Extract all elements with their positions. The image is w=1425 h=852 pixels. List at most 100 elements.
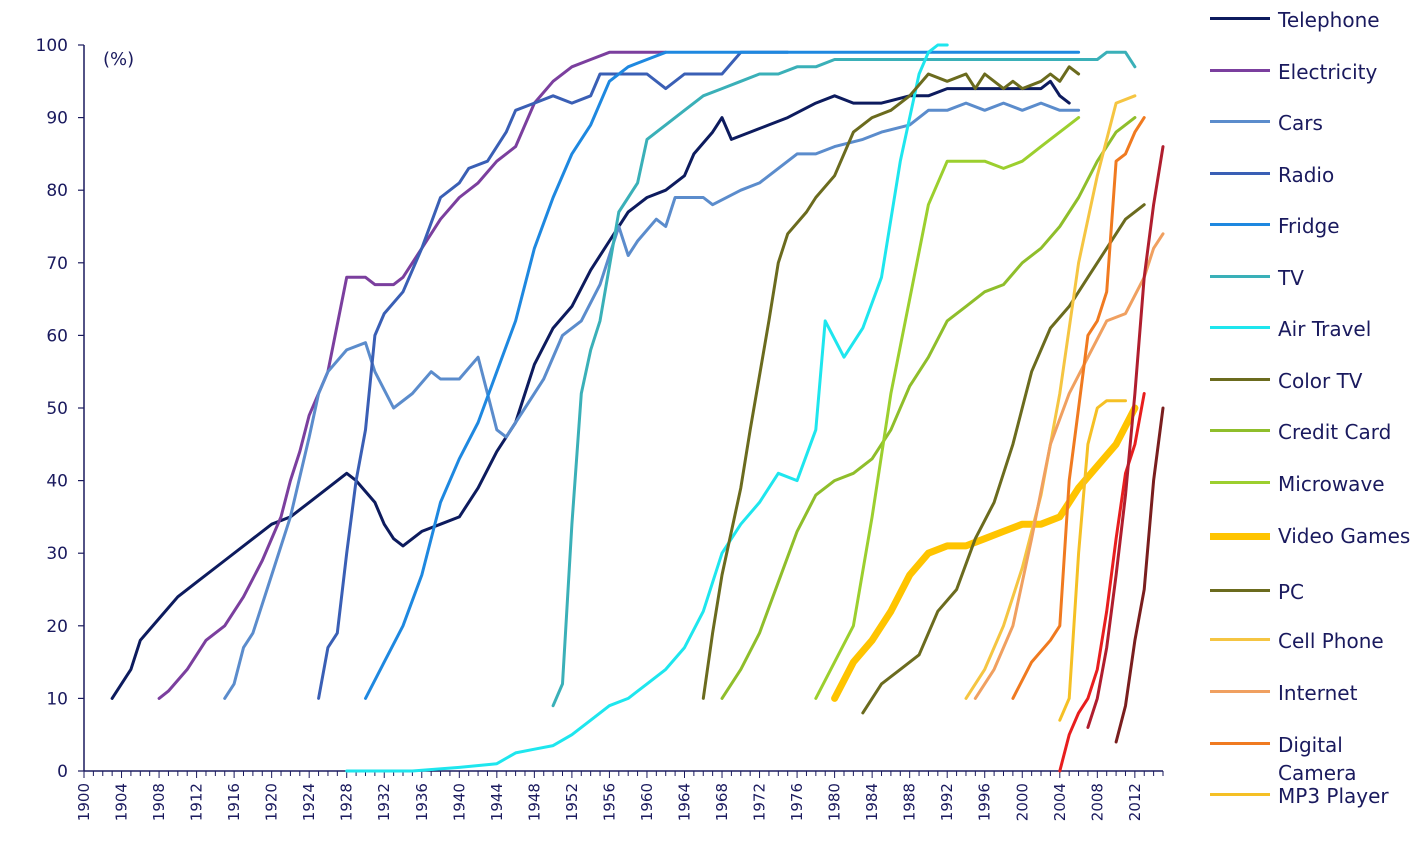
legend-item: Cars	[1210, 109, 1425, 137]
series-line-digital-camera	[1011, 116, 1146, 700]
y-unit-label: (%)	[103, 49, 134, 70]
series-line-pc	[861, 203, 1146, 715]
series-line-extra-3	[1114, 406, 1165, 744]
x-tick-label: 1908	[150, 783, 168, 821]
legend-item: TV	[1210, 264, 1425, 292]
legend-swatch	[1210, 793, 1270, 796]
legend-item: Telephone	[1210, 6, 1425, 34]
x-tick-label: 1924	[300, 783, 318, 821]
legend-swatch	[1210, 742, 1270, 745]
series-line-tv	[551, 50, 1137, 708]
x-tick-label: 1948	[525, 783, 543, 821]
y-tick-label: 40	[46, 472, 68, 492]
legend-swatch	[1210, 429, 1270, 432]
chart-axes	[83, 45, 1163, 772]
series-line-air-travel	[345, 43, 949, 773]
x-tick-label: 1900	[75, 783, 93, 821]
y-tick-label: 50	[46, 399, 68, 419]
x-tick-label: 1944	[488, 783, 506, 821]
legend-item: Cell Phone	[1210, 627, 1425, 655]
legend-label: Color TV	[1278, 369, 1363, 393]
x-tick-label: 1964	[675, 783, 693, 821]
legend-label: Electricity	[1278, 60, 1378, 84]
y-tick-label: 80	[46, 181, 68, 201]
series-line-radio	[317, 50, 790, 700]
y-tick-label: 90	[46, 109, 68, 129]
series-line-cell-phone	[964, 94, 1137, 700]
x-tick-label: 1956	[600, 783, 618, 821]
legend-label: PC	[1278, 580, 1305, 604]
legend-label: Credit Card	[1278, 420, 1392, 444]
legend-label: Telephone	[1278, 8, 1380, 32]
y-tick-label: 60	[46, 326, 68, 346]
x-tick-label: 1960	[638, 783, 656, 821]
legend-item: Radio	[1210, 161, 1425, 189]
legend-label: Video Games	[1278, 524, 1411, 548]
series-layer	[110, 43, 1165, 773]
legend-swatch	[1210, 690, 1270, 693]
legend-swatch	[1210, 378, 1270, 381]
legend-swatch	[1210, 481, 1270, 484]
series-line-credit-card	[720, 116, 1137, 700]
x-tick-label: 1932	[375, 783, 393, 821]
x-tick-label: 1904	[113, 783, 131, 821]
y-tick-label: 70	[46, 254, 68, 274]
legend-item: Internet	[1210, 679, 1425, 707]
legend-item: Digital Camera	[1210, 731, 1425, 787]
series-line-telephone	[110, 79, 1071, 700]
legend-item: Electricity	[1210, 58, 1425, 86]
x-tick-label: 1972	[751, 783, 769, 821]
legend-label: TV	[1278, 266, 1304, 290]
x-tick-label: 1996	[976, 783, 994, 821]
legend-swatch	[1210, 120, 1270, 123]
y-tick-label: 0	[57, 762, 68, 782]
series-line-mp3-player	[1058, 399, 1127, 722]
x-tick-label: 2000	[1013, 783, 1031, 821]
x-axis-ticks: 1900 1904 1908 1912 1916 1920 1924 1928 1932 1936…	[75, 771, 1164, 821]
legend-label: Radio	[1278, 163, 1335, 187]
x-tick-label: 1916	[225, 783, 243, 821]
legend-item: Air Travel	[1210, 315, 1425, 343]
legend-label: Air Travel	[1278, 317, 1372, 341]
x-tick-label: 1940	[450, 783, 468, 821]
legend-label: Cars	[1278, 111, 1323, 135]
series-line-video-games	[831, 404, 1139, 702]
y-tick-label: 30	[46, 544, 68, 564]
legend-item: Credit Card	[1210, 418, 1425, 446]
legend-swatch	[1210, 172, 1270, 175]
legend-item: Video Games	[1210, 522, 1425, 550]
legend-item: MP3 Player	[1210, 782, 1425, 810]
series-line-color-tv	[701, 65, 1081, 700]
legend-swatch	[1210, 17, 1270, 20]
x-tick-label: 1988	[901, 783, 919, 821]
legend-swatch	[1210, 533, 1270, 540]
legend-swatch	[1210, 589, 1270, 592]
x-tick-label: 2012	[1126, 783, 1144, 821]
legend-item: Color TV	[1210, 367, 1425, 395]
legend-item: PC	[1210, 578, 1425, 606]
x-tick-label: 2008	[1088, 783, 1106, 821]
x-tick-label: 2004	[1051, 783, 1069, 821]
x-tick-label: 1912	[188, 783, 206, 821]
legend-label: Digital Camera	[1278, 733, 1357, 785]
series-line-extra-2	[1086, 145, 1165, 729]
x-tick-label: 1976	[788, 783, 806, 821]
y-tick-label: 10	[46, 689, 68, 709]
y-axis-ticks: 0 10 20 30 40 50 60 70 80 90 100	[36, 36, 84, 782]
x-tick-label: 1952	[563, 783, 581, 821]
series-line-microwave	[814, 116, 1081, 700]
legend-label: MP3 Player	[1278, 784, 1389, 808]
x-tick-label: 1920	[263, 783, 281, 821]
legend-item: Microwave	[1210, 470, 1425, 498]
legend-swatch	[1210, 275, 1270, 278]
chart-legend: Telephone Electricity Cars Radio Fridge TV Air…	[1210, 0, 1425, 852]
legend-swatch	[1210, 223, 1270, 226]
x-tick-label: 1928	[338, 783, 356, 821]
series-line-electricity	[157, 50, 668, 700]
x-tick-label: 1992	[938, 783, 956, 821]
legend-swatch	[1210, 69, 1270, 72]
legend-label: Cell Phone	[1278, 629, 1384, 653]
series-line-fridge	[364, 50, 1081, 700]
y-tick-label: 20	[46, 617, 68, 637]
